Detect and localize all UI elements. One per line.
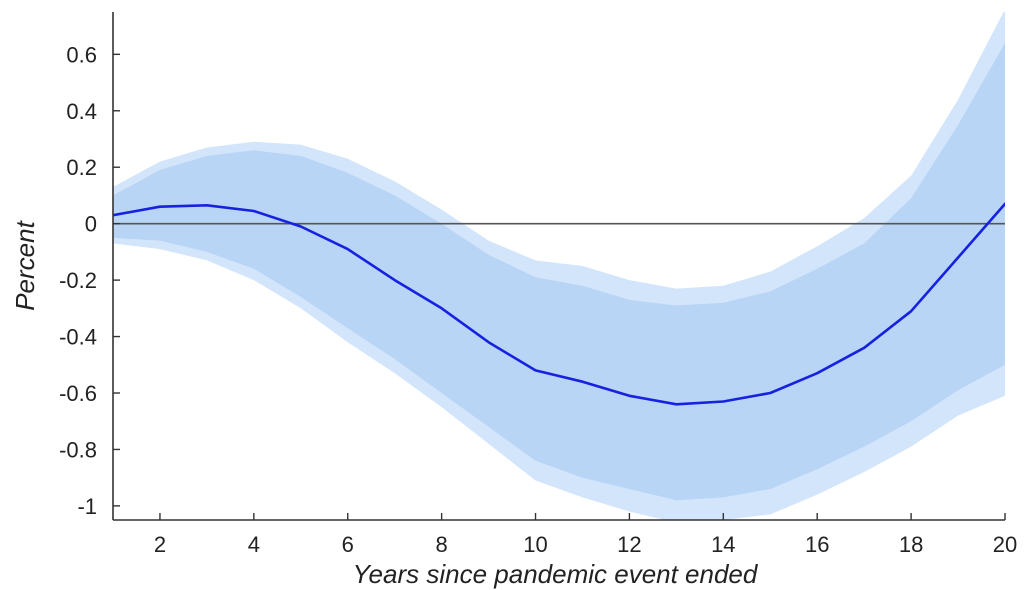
y-ticks: 0.6 0.4 0.2 0 -0.2 -0.4 -0.6 -0.8 -1 [59,42,120,519]
inner-confidence-band-layer [113,43,1005,501]
y-axis-title: Percent [10,219,40,310]
y-tick-label: -0.6 [59,381,97,406]
x-ticks: 2 4 6 8 10 12 14 16 18 20 [154,513,1017,557]
inner-confidence-band [113,43,1005,501]
x-tick-label: 2 [154,532,166,557]
x-tick-label: 10 [523,532,547,557]
x-tick-label: 14 [711,532,735,557]
series-line-0 [113,202,1005,406]
x-tick-label: 20 [993,532,1017,557]
x-tick-label: 16 [805,532,829,557]
x-tick-label: 18 [899,532,923,557]
y-tick-label: -1 [77,494,97,519]
y-tick-label: 0 [85,212,97,237]
x-axis-title: Years since pandemic event ended [353,559,759,589]
x-tick-label: 8 [436,532,448,557]
y-tick-label: 0.4 [66,99,97,124]
y-tick-label: -0.4 [59,325,97,350]
x-tick-label: 4 [248,532,260,557]
y-tick-label: -0.2 [59,268,97,293]
axes-layer [112,12,1005,521]
x-tick-label: 12 [617,532,641,557]
y-tick-label: -0.8 [59,437,97,462]
series-layer [113,202,1005,406]
y-tick-label: 0.2 [66,155,97,180]
x-tick-label: 6 [342,532,354,557]
y-tick-label: 0.6 [66,42,97,67]
